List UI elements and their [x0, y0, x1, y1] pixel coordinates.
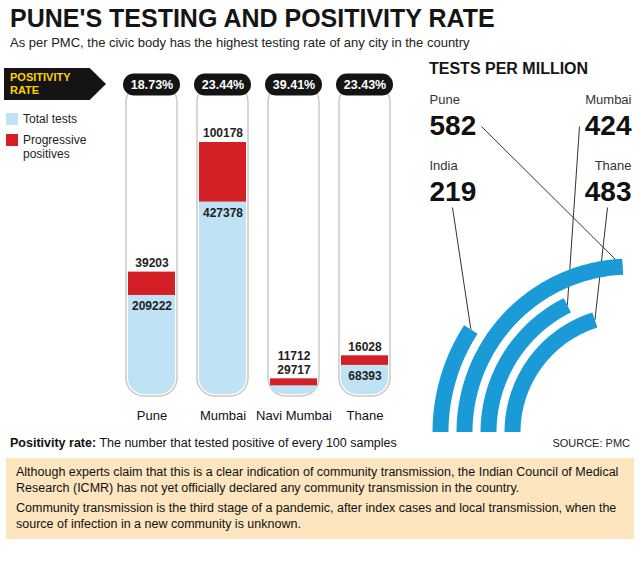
svg-text:209222: 209222	[132, 299, 172, 313]
html-text:Although experts claim that th: Although experts claim that this is a cl…	[16, 465, 619, 495]
svg-text:Thane: Thane	[595, 158, 632, 173]
svg-text:India: India	[430, 158, 459, 173]
svg-text:219: 219	[430, 176, 477, 207]
svg-text:11712: 11712	[278, 349, 311, 363]
svg-text:23.44%23.44: 23.44%23.44	[202, 78, 244, 92]
html-text:TESTS PER MILLION: TESTS PER MILLION	[429, 60, 589, 77]
svg-text:39.41%39.41: 39.41%39.41	[273, 78, 315, 92]
html-text:SOURCE: PMC: SOURCE: PMC	[552, 437, 630, 449]
html-text:Positivity rate: The number th: Positivity rate: The number that tested …	[10, 436, 397, 450]
html-text:PUNE'S TESTING AND POSITIVITY: PUNE'S TESTING AND POSITIVITY RATE	[10, 4, 495, 32]
svg-text:16028: 16028	[348, 340, 382, 354]
svg-text:100178: 100178	[203, 126, 243, 140]
svg-text:Mumbai: Mumbai	[585, 92, 631, 107]
svg-text:68393: 68393	[348, 369, 382, 383]
html-text:Progressive positives: Progressive positives	[23, 133, 87, 161]
html-text:POSITIVITY RATE: POSITIVITY RATE	[10, 71, 71, 96]
svg-text:582: 582	[430, 110, 477, 141]
svg-text:Navi Mumbai: Navi Mumbai	[256, 408, 332, 423]
html-text:As per PMC, the civic body has: As per PMC, the civic body has the highe…	[10, 35, 470, 50]
svg-text:483: 483	[585, 176, 632, 207]
svg-text:Pune: Pune	[137, 408, 167, 423]
svg-text:Thane: Thane	[347, 408, 384, 423]
svg-text:Mumbai: Mumbai	[200, 408, 246, 423]
svg-text:424: 424	[585, 110, 632, 141]
svg-text:427378: 427378	[203, 206, 243, 220]
html-text:Community transmission is the: Community transmission is the third stag…	[16, 501, 617, 531]
html-text:Total tests: Total tests	[23, 112, 77, 126]
svg-text:29717: 29717	[277, 363, 311, 377]
svg-text:39203: 39203	[135, 256, 169, 270]
svg-text:18.73%18.73: 18.73%18.73	[131, 78, 173, 92]
svg-text:23.43%23.43: 23.43%23.43	[344, 78, 386, 92]
svg-text:Pune: Pune	[430, 92, 460, 107]
